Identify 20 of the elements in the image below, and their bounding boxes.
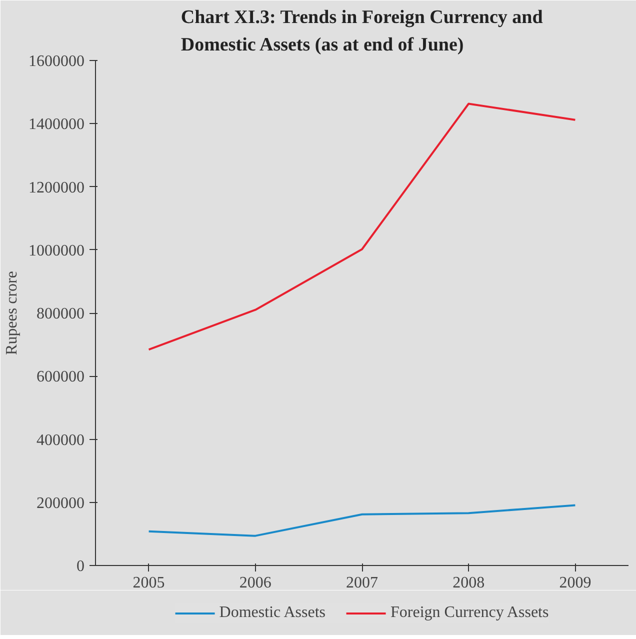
y-tick-label: 600000 <box>36 368 84 386</box>
y-tick-label: 1600000 <box>28 53 84 70</box>
y-tick-label: 0 <box>76 558 84 575</box>
x-tick-label: 2006 <box>239 574 272 592</box>
line-series <box>148 102 576 351</box>
x-tick-label: 2007 <box>346 574 378 592</box>
y-tick-label: 1200000 <box>28 179 84 196</box>
y-axis-title: Rupees crore <box>4 271 20 355</box>
x-tick-label: 2009 <box>559 574 592 592</box>
chart-title: Chart XI.3: Trends in Foreign Currency and Domestic Assets (as at end of June) <box>180 7 544 56</box>
y-tick-label: 1400000 <box>28 116 84 134</box>
y-tick-label: 200000 <box>36 494 84 512</box>
x-tick-label: 2008 <box>452 574 485 592</box>
legend-label: Domestic Assets <box>219 604 326 622</box>
line-series <box>148 504 576 537</box>
y-tick-label: 400000 <box>36 432 84 449</box>
x-tick-label: 2005 <box>132 574 165 592</box>
legend-label: Foreign Currency Assets <box>390 604 549 622</box>
y-tick-label: 1000000 <box>28 242 84 260</box>
y-tick-label: 800000 <box>36 306 84 322</box>
